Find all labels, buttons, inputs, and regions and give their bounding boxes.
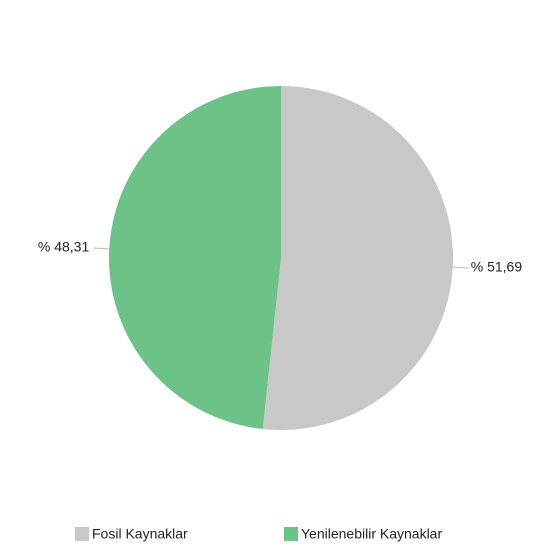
pie-slice bbox=[262, 86, 453, 430]
legend-label: Yenilenebilir Kaynaklar bbox=[301, 526, 442, 542]
leader-line bbox=[93, 247, 110, 250]
legend-swatch bbox=[284, 527, 298, 541]
data-label: % 51,69 bbox=[471, 259, 523, 275]
pie-slice bbox=[109, 86, 281, 430]
legend-swatch bbox=[75, 527, 89, 541]
legend-label: Fosil Kaynaklar bbox=[92, 526, 188, 542]
leader-line bbox=[452, 266, 469, 269]
data-label: % 48,31 bbox=[38, 239, 90, 255]
